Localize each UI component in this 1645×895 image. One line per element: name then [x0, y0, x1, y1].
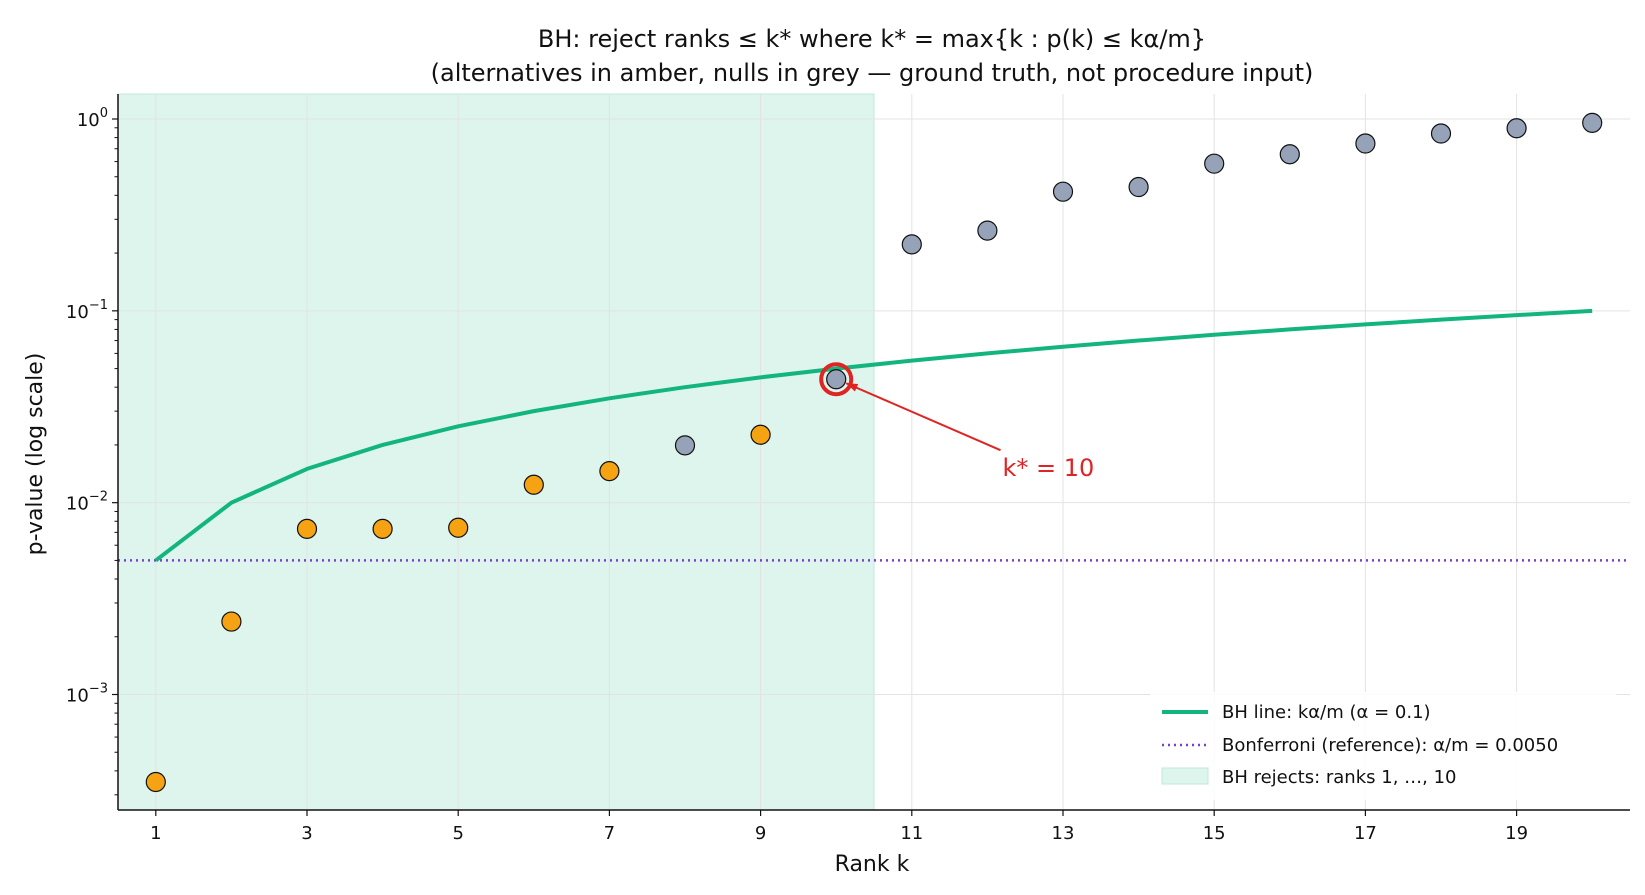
y-axis-label: p-value (log scale)	[23, 353, 48, 556]
y-tick-label: 10−2	[66, 490, 108, 515]
legend-entry-bh-line: BH line: kα/m (α = 0.1)	[1222, 702, 1431, 723]
axes-layer	[117, 94, 1630, 811]
point-null	[901, 234, 922, 255]
points-layer	[145, 112, 1603, 793]
bh-reject-region-layer	[117, 93, 875, 811]
x-tick-label: 1	[150, 823, 161, 844]
y-tick-label: 10−3	[66, 682, 108, 707]
point-null	[674, 435, 696, 456]
annotation-layer: k* = 10	[819, 362, 1095, 482]
point-alternative	[750, 424, 771, 445]
x-tick-label: 13	[1052, 823, 1075, 844]
point-null	[826, 369, 847, 390]
x-tick-label: 11	[900, 823, 923, 844]
x-tick-label: 7	[604, 823, 615, 844]
point-null	[1128, 176, 1149, 198]
point-alternative	[599, 461, 620, 482]
point-null	[977, 220, 998, 241]
x-tick-label: 5	[452, 823, 463, 844]
point-alternative	[221, 611, 242, 632]
point-null	[1279, 144, 1300, 165]
legend-entry-bonferroni: Bonferroni (reference): α/m = 0.0050	[1222, 735, 1558, 756]
x-axis-label: Rank k	[835, 852, 910, 877]
legend-swatch-reject	[1161, 767, 1209, 785]
legend-frame	[1150, 692, 1616, 800]
bh-line	[154, 308, 1593, 563]
chart-title-line2: (alternatives in amber, nulls in grey — …	[431, 59, 1314, 87]
point-alternative	[296, 518, 318, 539]
point-alternative	[372, 518, 393, 539]
kstar-arrow-head	[846, 383, 859, 392]
point-alternative	[448, 517, 469, 538]
bh-reject-region	[117, 93, 875, 811]
kstar-arrow	[845, 382, 1001, 452]
point-alternative	[523, 474, 544, 495]
x-tick-label: 9	[755, 823, 766, 844]
y-tick-label: 10−1	[66, 298, 108, 323]
y-tick-label: 100	[77, 106, 108, 131]
point-alternative	[145, 771, 166, 793]
bh-line-layer	[154, 308, 1593, 563]
legend: BH line: kα/m (α = 0.1) Bonferroni (refe…	[1150, 692, 1616, 800]
x-tick-label: 15	[1203, 823, 1226, 844]
x-tick-label: 17	[1354, 823, 1377, 844]
kstar-annotation: k* = 10	[1003, 454, 1095, 482]
kstar-highlight-ring	[819, 362, 854, 397]
grid-layer	[118, 94, 1630, 810]
chart-title-line1: BH: reject ranks ≤ k* where k* = max{k :…	[538, 25, 1206, 53]
x-tick-label: 3	[301, 823, 312, 844]
x-tick-label: 19	[1505, 823, 1528, 844]
point-null	[1052, 181, 1074, 202]
point-null	[1506, 118, 1527, 139]
legend-entry-reject: BH rejects: ranks 1, …, 10	[1222, 767, 1456, 788]
point-null	[1430, 123, 1452, 144]
point-null	[1582, 112, 1603, 133]
point-null	[1355, 133, 1376, 154]
point-null	[1204, 153, 1225, 174]
